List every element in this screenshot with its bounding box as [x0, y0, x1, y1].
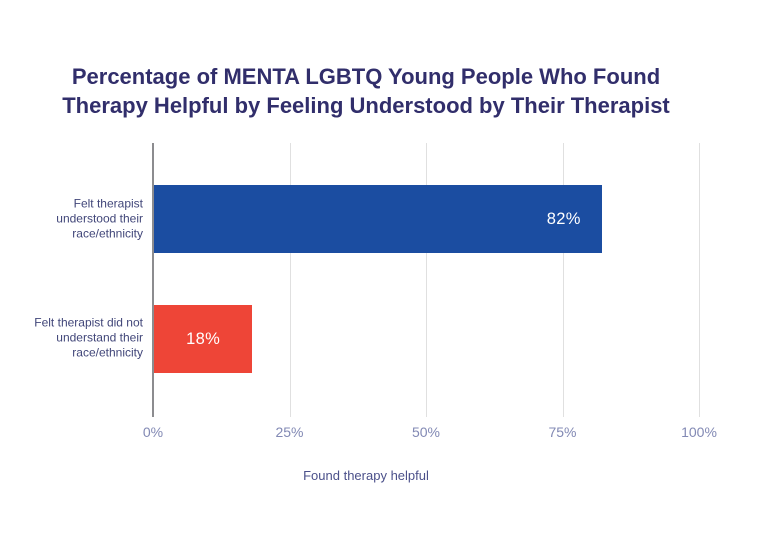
x-tick-label-0: 0% [142, 424, 164, 440]
category-label-line: Felt therapist did not [34, 315, 143, 330]
x-tick-label-100: 100% [681, 424, 717, 440]
category-label-line: understood their [56, 211, 143, 226]
bar-value-label: 82% [546, 209, 581, 228]
x-tick-label-25: 25% [275, 424, 304, 440]
plot-area: 82% 18% [152, 143, 700, 417]
x-tick-label-50: 50% [411, 424, 441, 440]
gridline-75 [562, 143, 564, 417]
category-label-line: Felt therapist [73, 196, 143, 211]
x-axis-title: Found therapy helpful [303, 468, 429, 483]
category-label-line: understand their [56, 330, 143, 345]
bar-1: 82% [154, 185, 602, 253]
gridline-100 [699, 143, 700, 417]
gridline-50 [426, 143, 427, 417]
bar-2: 18% [154, 305, 253, 373]
chart-title-line-2: Therapy Helpful by Feeling Understood by… [62, 93, 670, 118]
bar-value-label: 18% [186, 329, 221, 348]
x-tick-label-75: 75% [548, 424, 577, 440]
category-label-line: race/ethnicity [72, 345, 143, 360]
chart-title-line-1: Percentage of MENTA LGBTQ Young People W… [71, 64, 661, 89]
gridline-25 [289, 143, 291, 417]
category-label-2: Felt therapist did not understand their ra… [0, 316, 143, 361]
category-label-line: race/ethnicity [72, 226, 143, 241]
chart-title: Percentage of MENTA LGBTQ Young People W… [0, 62, 732, 120]
category-label-1: Felt therapist understood their race/ethni… [0, 197, 143, 242]
